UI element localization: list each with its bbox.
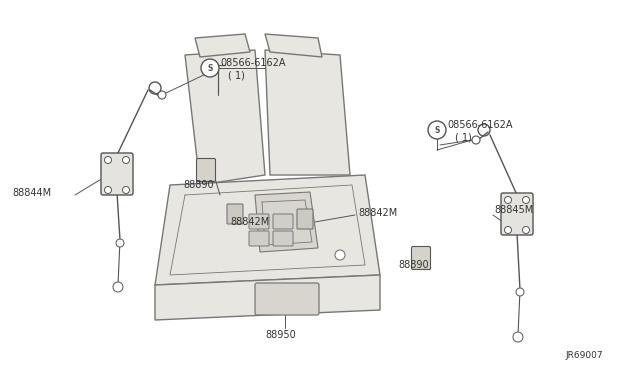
Text: 88842M: 88842M <box>358 208 397 218</box>
Polygon shape <box>155 175 380 285</box>
Circle shape <box>116 239 124 247</box>
Polygon shape <box>265 50 350 175</box>
Circle shape <box>104 186 111 193</box>
Text: 88890: 88890 <box>183 180 214 190</box>
Text: 08566-6162A: 08566-6162A <box>220 58 285 68</box>
FancyBboxPatch shape <box>249 231 269 246</box>
Circle shape <box>513 332 523 342</box>
Text: 88845M: 88845M <box>494 205 533 215</box>
Circle shape <box>201 59 219 77</box>
Circle shape <box>472 136 480 144</box>
Circle shape <box>113 282 123 292</box>
Polygon shape <box>195 34 250 57</box>
Text: JR69007: JR69007 <box>565 350 603 359</box>
Text: 88842M: 88842M <box>230 217 269 227</box>
FancyBboxPatch shape <box>227 204 243 224</box>
Text: 88844M: 88844M <box>12 188 51 198</box>
Polygon shape <box>185 50 265 185</box>
Circle shape <box>504 227 511 234</box>
FancyBboxPatch shape <box>101 153 133 195</box>
Circle shape <box>428 121 446 139</box>
FancyBboxPatch shape <box>249 214 269 229</box>
Text: S: S <box>207 64 212 73</box>
Circle shape <box>522 227 529 234</box>
Text: 08566-6162A: 08566-6162A <box>447 120 513 130</box>
Text: 88890: 88890 <box>398 260 429 270</box>
FancyBboxPatch shape <box>412 247 431 269</box>
Circle shape <box>104 157 111 164</box>
FancyBboxPatch shape <box>273 231 293 246</box>
FancyBboxPatch shape <box>273 214 293 229</box>
Polygon shape <box>255 192 318 252</box>
FancyBboxPatch shape <box>255 283 319 315</box>
Circle shape <box>504 196 511 203</box>
Circle shape <box>522 196 529 203</box>
Text: 88950: 88950 <box>265 330 296 340</box>
Circle shape <box>516 288 524 296</box>
FancyBboxPatch shape <box>196 158 216 182</box>
Text: ( 1): ( 1) <box>455 132 472 142</box>
FancyBboxPatch shape <box>297 209 313 229</box>
Text: ( 1): ( 1) <box>228 70 245 80</box>
Circle shape <box>158 91 166 99</box>
Text: S: S <box>435 125 440 135</box>
Polygon shape <box>265 34 322 57</box>
Circle shape <box>122 157 129 164</box>
Circle shape <box>335 250 345 260</box>
FancyBboxPatch shape <box>501 193 533 235</box>
Polygon shape <box>155 275 380 320</box>
Circle shape <box>122 186 129 193</box>
